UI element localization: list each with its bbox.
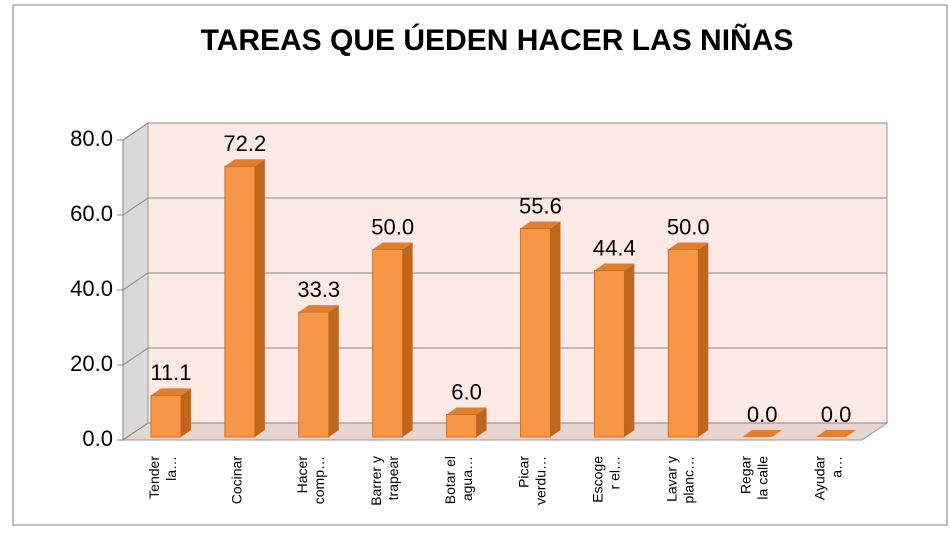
bar-top	[224, 159, 265, 167]
bar-top	[520, 221, 561, 229]
y-tick-label: 20.0	[70, 351, 113, 376]
grid-line	[122, 272, 887, 291]
value-label: 50.0	[371, 214, 414, 239]
x-tick-label: Escoge	[590, 456, 606, 503]
bar-top	[150, 388, 191, 396]
bar-top	[668, 242, 709, 250]
value-label: 55.6	[519, 193, 562, 218]
value-label: 0.0	[747, 402, 778, 427]
bar	[667, 249, 699, 438]
x-tick-label: planc…	[680, 456, 696, 503]
value-label: 33.3	[297, 277, 340, 302]
value-label: 50.0	[667, 214, 710, 239]
x-tick-label: agua…	[459, 456, 475, 501]
grid-line	[122, 197, 887, 216]
value-label: 11.1	[150, 360, 191, 385]
x-tick-label: la…	[163, 456, 179, 481]
bar-side	[698, 242, 709, 437]
bar-top	[372, 242, 413, 250]
bar	[372, 249, 404, 438]
bar-top	[298, 305, 339, 313]
bar-top	[446, 407, 487, 415]
grid-line	[122, 422, 887, 441]
x-tick-label: Tender	[146, 456, 162, 499]
bar	[224, 165, 256, 438]
x-tick-label: la calle	[754, 456, 770, 500]
x-tick-label: r el…	[607, 456, 623, 489]
bar	[520, 228, 551, 438]
x-tick-label: Lavar y	[663, 456, 679, 502]
bar-side	[402, 242, 413, 437]
bar-top	[816, 430, 857, 437]
bar-side	[254, 159, 265, 437]
y-tick-label: 80.0	[70, 126, 113, 151]
bar-top	[742, 430, 783, 437]
bar	[150, 394, 182, 438]
value-label: 6.0	[451, 379, 482, 404]
value-label: 44.4	[593, 235, 636, 260]
x-tick-label: verdu…	[533, 456, 549, 505]
bar-side	[550, 221, 561, 437]
value-label: 72.2	[223, 131, 266, 156]
bar	[446, 414, 477, 438]
x-tick-label: Barrer y	[368, 456, 384, 506]
chart-title: TAREAS QUE ÚEDEN HACER LAS NIÑAS	[201, 23, 794, 57]
grid-line	[122, 122, 887, 141]
bar-side	[180, 388, 191, 437]
bar-side	[476, 407, 487, 437]
x-tick-label: Hacer	[294, 456, 310, 494]
bar-side	[328, 305, 339, 437]
bar-top	[594, 263, 635, 271]
x-tick-label: a…	[828, 456, 844, 478]
value-label: 0.0	[821, 402, 852, 427]
x-tick-label: Ayudar	[811, 456, 827, 500]
x-tick-label: Regar	[737, 456, 753, 494]
x-tick-label: trapear	[385, 456, 401, 501]
grid-line	[122, 347, 887, 366]
x-tick-label: Picar	[516, 456, 532, 488]
x-tick-label: Cocinar	[229, 456, 245, 505]
y-tick-label: 40.0	[70, 276, 113, 301]
x-tick-label: comp…	[311, 456, 327, 504]
bar	[593, 270, 625, 438]
x-tick-label: Botar el	[442, 456, 458, 504]
bar	[298, 311, 330, 438]
y-tick-label: 60.0	[70, 201, 113, 226]
y-tick-label: 0.0	[82, 426, 113, 451]
bar-side	[624, 263, 635, 437]
